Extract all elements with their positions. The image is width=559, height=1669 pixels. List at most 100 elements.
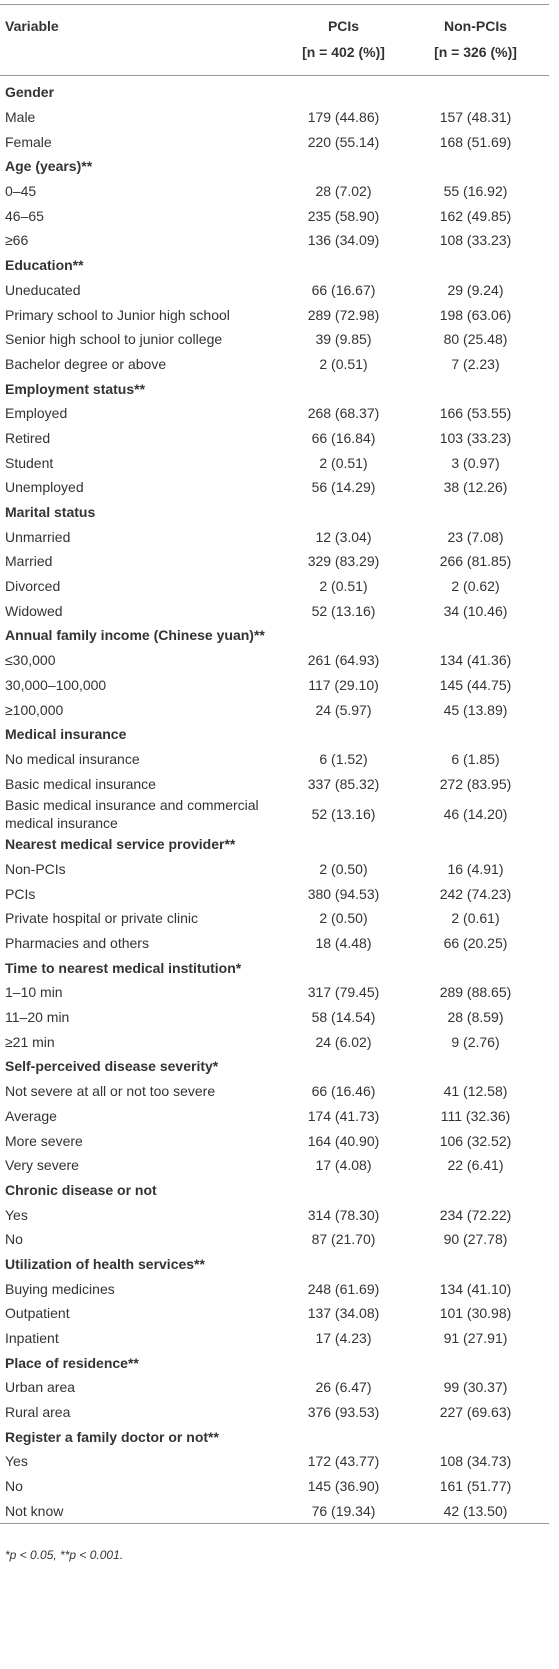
section-row: Education** [0,253,549,278]
row-label: No medical insurance [5,750,140,767]
section-row: Nearest medical service provider** [0,832,549,857]
section-title: Utilization of health services** [5,1255,205,1272]
cell-value: 136 (34.09) [307,232,380,249]
data-row: Pharmacies and others 18 (4.48) 66 (20.25) [0,931,549,956]
section-row: Age (years)** [0,154,549,179]
data-row: PCIs 380 (94.53) 242 (74.23) [0,881,549,906]
cell-value: 18 (4.48) [315,935,372,952]
cell-value: 220 (55.14) [307,133,380,150]
section-row: Time to nearest medical institution* [0,955,549,980]
header-cell: Variable [0,5,285,76]
cell-value: 52 (13.16) [311,602,376,619]
cell-value: 9 (2.76) [451,1033,500,1050]
cell-value: 106 (32.52) [439,1132,512,1149]
cell-value: 314 (78.30) [307,1206,380,1223]
data-row: Female 220 (55.14) 168 (51.69) [0,129,549,154]
cell-value: 6 (1.52) [319,750,368,767]
cell-value: 168 (51.69) [439,133,512,150]
row-label: Retired [5,429,51,446]
row-label: Very severe [5,1157,79,1174]
data-row: Yes 314 (78.30) 234 (72.22) [0,1202,549,1227]
cell-value: 261 (64.93) [307,652,380,669]
section-row: Chronic disease or not [0,1178,549,1203]
data-row: Basic medical insurance 337 (85.32) 272 (8… [0,771,549,796]
data-row: Male 179 (44.86) 157 (48.31) [0,105,549,130]
row-label: Outpatient [5,1305,70,1322]
row-label: Married [5,553,53,570]
data-row: Average 174 (41.73) 111 (32.36) [0,1104,549,1129]
header-text: [n = 326 (%)] [434,44,517,60]
cell-value: 289 (72.98) [307,306,380,323]
row-label: Rural area [5,1404,71,1421]
data-row: Primary school to Junior high school 289 … [0,302,549,327]
data-row: No medical insurance 6 (1.52) 6 (1.85) [0,747,549,772]
data-row: No 87 (21.70) 90 (27.78) [0,1227,549,1252]
row-label: More severe [5,1132,83,1149]
header-cell: Non-PCIs [n = 326 (%)] [402,5,549,76]
data-row: Buying medicines 248 (61.69) 134 (41.10) [0,1276,549,1301]
cell-value: 23 (7.08) [447,528,504,545]
row-label: ≤30,000 [5,652,56,669]
cell-value: 66 (16.67) [311,281,376,298]
cell-value: 7 (2.23) [451,355,500,372]
cell-value: 248 (61.69) [307,1280,380,1297]
data-row: 30,000–100,000 117 (29.10) 145 (44.75) [0,673,549,698]
data-row: Urban area 26 (6.47) 99 (30.37) [0,1375,549,1400]
cell-value: 174 (41.73) [307,1107,380,1124]
cell-value: 56 (14.29) [311,479,376,496]
row-label: 0–45 [5,183,37,200]
section-title: Time to nearest medical institution* [5,959,242,976]
cell-value: 179 (44.86) [307,109,380,126]
cell-value: 58 (14.54) [311,1009,376,1026]
cell-value: 87 (21.70) [311,1231,376,1248]
data-row: Student 2 (0.51) 3 (0.97) [0,450,549,475]
data-row: Not know 76 (19.34) 42 (13.50) [0,1499,549,1524]
cell-value: 34 (10.46) [443,602,508,619]
row-label: Female [5,133,52,150]
cell-value: 164 (40.90) [307,1132,380,1149]
cell-value: 242 (74.23) [439,885,512,902]
section-title: Annual family income (Chinese yuan)** [5,627,265,644]
cell-value: 227 (69.63) [439,1404,512,1421]
data-row: More severe 164 (40.90) 106 (32.52) [0,1128,549,1153]
cell-value: 145 (44.75) [439,676,512,693]
header-text: [n = 402 (%)] [302,44,385,60]
section-title: Self-perceived disease severity* [5,1058,219,1075]
row-label: Senior high school to junior college [5,331,223,348]
row-label: Non-PCIs [5,860,66,877]
row-label: 30,000–100,000 [5,676,107,693]
data-row: Unmarried 12 (3.04) 23 (7.08) [0,524,549,549]
cell-value: 29 (9.24) [447,281,504,298]
data-row: ≥100,000 24 (5.97) 45 (13.89) [0,697,549,722]
cell-value: 38 (12.26) [443,479,508,496]
row-label: Not severe at all or not too severe [5,1083,216,1100]
row-label: Private hospital or private clinic [5,910,198,927]
cell-value: 24 (5.97) [315,701,372,718]
cell-value: 198 (63.06) [439,306,512,323]
row-label: Pharmacies and others [5,935,149,952]
section-row: Marital status [0,500,549,525]
row-label: Urban area [5,1379,76,1396]
section-row: Annual family income (Chinese yuan)** [0,623,549,648]
cell-value: 134 (41.10) [439,1280,512,1297]
cell-value: 2 (0.51) [319,355,368,372]
row-label: Bachelor degree or above [5,355,167,372]
cell-value: 46 (14.20) [443,805,508,822]
cell-value: 2 (0.50) [319,860,368,877]
cell-value: 6 (1.85) [451,750,500,767]
cell-value: 101 (30.98) [439,1305,512,1322]
row-label: Yes [5,1206,28,1223]
section-title: Medical insurance [5,726,127,743]
section-row: Place of residence** [0,1350,549,1375]
cell-value: 24 (6.02) [315,1033,372,1050]
cell-value: 45 (13.89) [443,701,508,718]
header-text: Non-PCIs [444,18,507,34]
data-row: Outpatient 137 (34.08) 101 (30.98) [0,1301,549,1326]
data-row: Married 329 (83.29) 266 (81.85) [0,549,549,574]
row-label: PCIs [5,885,36,902]
cell-value: 117 (29.10) [308,676,379,693]
row-label: 1–10 min [5,984,63,1001]
cell-value: 137 (34.08) [307,1305,380,1322]
row-label: Buying medicines [5,1280,115,1297]
cell-value: 268 (68.37) [307,405,380,422]
